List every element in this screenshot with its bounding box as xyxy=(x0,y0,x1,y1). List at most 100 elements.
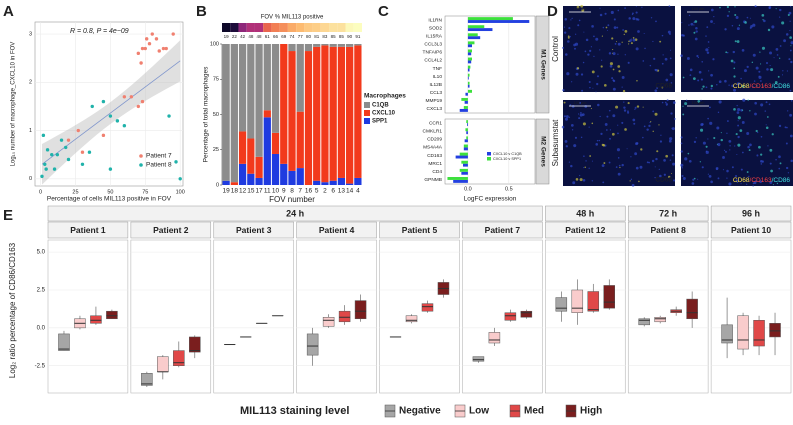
texture xyxy=(688,24,690,26)
texture xyxy=(655,157,658,161)
bar xyxy=(467,36,481,40)
texture xyxy=(790,5,792,8)
texture xyxy=(762,85,764,87)
point xyxy=(101,99,106,104)
texture xyxy=(707,173,709,175)
texture xyxy=(736,104,738,107)
strip-cell xyxy=(230,23,239,32)
texture xyxy=(769,181,773,184)
texture xyxy=(613,26,617,29)
stain-part: /CD163 xyxy=(750,83,772,90)
point xyxy=(90,104,94,109)
texture xyxy=(790,100,793,102)
bar-segment xyxy=(346,46,354,184)
texture xyxy=(757,131,759,134)
texture xyxy=(749,17,751,19)
scale-bar-label: 100 µm xyxy=(692,101,705,105)
texture xyxy=(722,156,725,159)
texture xyxy=(781,21,785,25)
texture xyxy=(577,24,580,27)
box xyxy=(504,312,517,321)
texture xyxy=(756,154,759,157)
texture xyxy=(610,10,614,15)
category-label: MS4A4A xyxy=(423,145,443,151)
texture xyxy=(633,122,636,125)
texture xyxy=(660,134,662,136)
stain-part: CD68 xyxy=(733,83,750,90)
texture xyxy=(689,68,693,72)
texture xyxy=(708,70,710,72)
texture xyxy=(628,43,630,45)
texture xyxy=(682,176,686,181)
texture xyxy=(761,46,766,50)
texture xyxy=(642,106,644,108)
texture xyxy=(744,21,747,24)
legend-label: Patient 7 xyxy=(146,153,172,160)
x-tick-label: 0.0 xyxy=(464,186,472,192)
time-label: 48 h xyxy=(576,208,594,218)
texture xyxy=(628,17,631,20)
texture xyxy=(735,16,739,19)
texture xyxy=(752,185,754,187)
y-tick-label: -2.5 xyxy=(35,363,46,369)
strip-cell xyxy=(238,23,247,32)
box xyxy=(571,289,584,313)
texture xyxy=(607,29,609,31)
texture xyxy=(788,11,792,15)
texture xyxy=(785,166,789,170)
bar-segment xyxy=(354,177,362,185)
texture xyxy=(580,112,582,114)
stain-part: /CD86 xyxy=(772,177,791,184)
texture xyxy=(617,42,621,46)
texture xyxy=(697,56,700,59)
x-tick-label: 8 xyxy=(290,188,294,195)
point xyxy=(143,46,148,51)
bar-segment xyxy=(230,182,238,185)
texture xyxy=(653,57,656,60)
y-tick-label: 50 xyxy=(213,112,219,118)
texture xyxy=(696,54,699,58)
texture xyxy=(577,113,580,115)
bar-segment xyxy=(337,44,346,47)
texture xyxy=(755,66,759,70)
texture xyxy=(781,74,784,76)
texture xyxy=(688,159,692,163)
texture xyxy=(624,7,626,9)
texture xyxy=(652,130,654,133)
x-tick-label: 7 xyxy=(298,188,302,195)
bar-segment xyxy=(230,44,238,183)
texture xyxy=(654,112,658,116)
facet-area xyxy=(379,239,460,394)
texture xyxy=(599,49,601,51)
bar-segment xyxy=(255,177,263,185)
texture xyxy=(686,56,690,60)
texture xyxy=(697,178,699,180)
texture xyxy=(769,162,772,165)
texture xyxy=(579,178,583,182)
y-tick-label: 0 xyxy=(216,182,219,188)
y-tick-label: 0 xyxy=(29,176,32,182)
texture xyxy=(698,70,702,74)
texture xyxy=(733,75,736,78)
texture xyxy=(709,121,713,125)
category-label: CCL3 xyxy=(430,90,443,96)
micrograph xyxy=(563,6,675,92)
texture xyxy=(661,86,664,89)
bar-segment xyxy=(271,44,280,133)
texture xyxy=(661,62,664,65)
texture xyxy=(682,34,684,36)
point xyxy=(139,61,143,65)
bar-segment xyxy=(255,44,263,157)
texture xyxy=(705,86,708,89)
point xyxy=(136,104,141,109)
strip-cell xyxy=(287,23,297,32)
texture xyxy=(694,37,698,41)
strip-value: 61 xyxy=(265,34,271,39)
point xyxy=(64,145,68,150)
texture xyxy=(579,113,583,117)
texture xyxy=(737,143,741,147)
texture xyxy=(684,102,688,106)
texture xyxy=(567,35,570,38)
texture xyxy=(741,84,745,88)
box xyxy=(769,323,781,338)
